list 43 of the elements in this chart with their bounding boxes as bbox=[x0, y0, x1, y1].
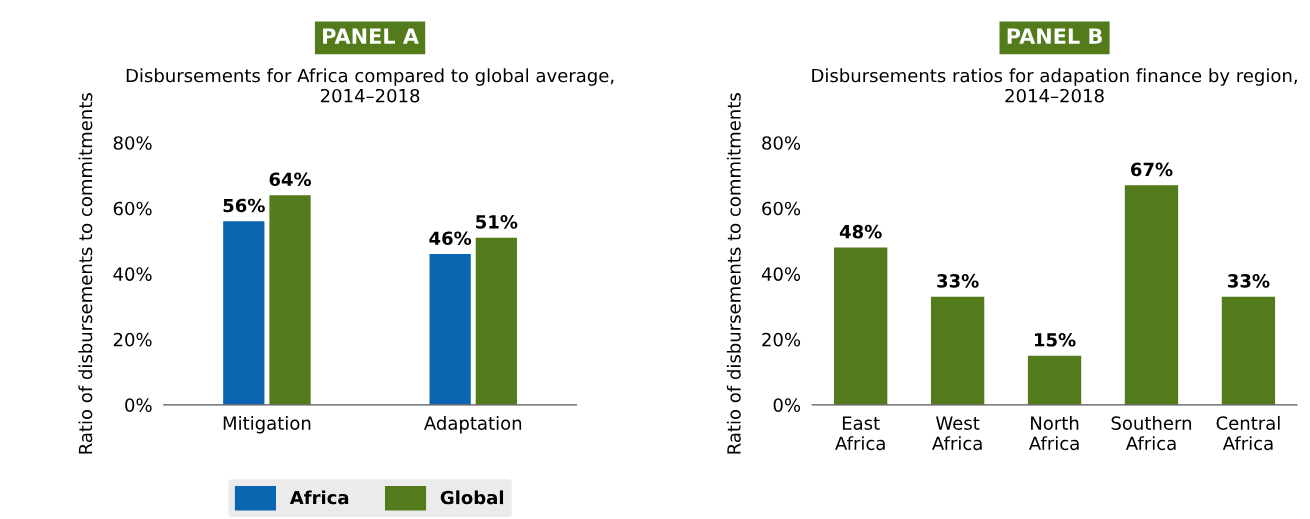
bar bbox=[223, 221, 265, 405]
data-label: 33% bbox=[937, 273, 979, 288]
data-label: 56% bbox=[223, 198, 265, 213]
bar bbox=[1027, 355, 1082, 405]
x-tick-label: East Africa bbox=[835, 416, 885, 451]
bar bbox=[1124, 185, 1179, 405]
y-tick-label: 0% bbox=[125, 398, 152, 412]
chart-title: PANEL A bbox=[323, 28, 419, 44]
y-tick-label: 20% bbox=[113, 332, 152, 347]
chart-title: PANEL B bbox=[1007, 28, 1102, 44]
data-label: 33% bbox=[1228, 273, 1270, 288]
bar bbox=[475, 237, 517, 405]
x-tick-label: Central Africa bbox=[1216, 415, 1280, 451]
y-tick-label: 40% bbox=[113, 267, 152, 281]
bar bbox=[269, 195, 311, 405]
y-axis-title: Ratio of disbursements to commitments bbox=[726, 93, 741, 454]
y-tick-label: 60% bbox=[762, 201, 801, 216]
legend-label: Global bbox=[440, 490, 504, 505]
data-label: 46% bbox=[429, 231, 472, 246]
data-label: 67% bbox=[1131, 162, 1173, 177]
chart-subtitle: Disbursements for Africa compared to global average, 2014–2018 bbox=[126, 68, 614, 103]
x-tick-label: West Africa bbox=[932, 416, 982, 451]
x-tick-label: Southern Africa bbox=[1111, 415, 1192, 451]
y-tick-label: 0% bbox=[773, 398, 801, 412]
data-label: 64% bbox=[269, 172, 312, 187]
legend-label: Africa bbox=[289, 490, 349, 505]
y-tick-label: 80% bbox=[113, 136, 152, 150]
bar bbox=[1221, 296, 1276, 405]
y-tick-label: 60% bbox=[113, 201, 152, 216]
y-axis-title: Ratio of disbursements to commitments bbox=[78, 93, 93, 454]
y-tick-label: 20% bbox=[762, 332, 801, 347]
data-label: 48% bbox=[839, 224, 882, 239]
bar bbox=[429, 254, 471, 405]
data-label: 51% bbox=[476, 215, 518, 229]
x-tick-label: Mitigation bbox=[223, 415, 311, 434]
y-tick-label: 40% bbox=[761, 267, 801, 281]
x-tick-label: Adaptation bbox=[424, 415, 522, 434]
y-tick-label: 80% bbox=[762, 136, 801, 150]
chart-subtitle: Disbursements ratios for adapation finance by region, 2014–2018 bbox=[812, 68, 1297, 103]
x-tick-label: North Africa bbox=[1028, 415, 1079, 451]
bar bbox=[930, 296, 985, 405]
data-label: 15% bbox=[1034, 332, 1076, 347]
bar bbox=[834, 247, 888, 405]
